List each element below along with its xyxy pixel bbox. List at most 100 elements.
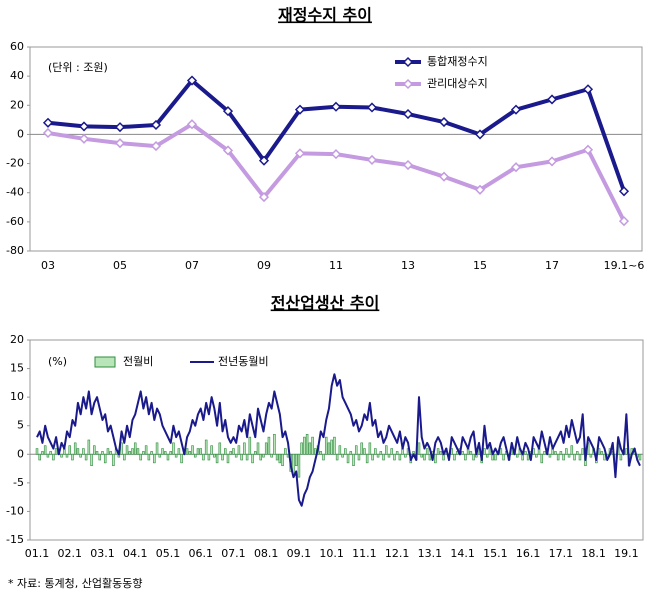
bar [93, 445, 96, 455]
bar [204, 439, 208, 455]
bar [363, 448, 366, 455]
bar [226, 453, 230, 464]
bar [185, 448, 189, 455]
point-marker [150, 141, 162, 152]
bar [79, 453, 82, 458]
unit-annotation: (단위 : 조원) [48, 61, 108, 74]
bar [133, 442, 137, 455]
x-tick-label: 03.1 [90, 547, 115, 560]
bar [603, 453, 606, 461]
bar [556, 453, 560, 461]
point-marker [438, 171, 450, 182]
series-line [47, 122, 626, 223]
bar [60, 453, 63, 458]
bar [526, 453, 530, 461]
bar [169, 451, 172, 455]
bar [535, 453, 538, 458]
bar [354, 445, 358, 455]
bar [284, 448, 287, 455]
bar [245, 453, 249, 461]
bar [103, 453, 107, 464]
legend-label: 전월비 [123, 355, 153, 368]
y-tick-label: -5 [13, 476, 24, 489]
bar [125, 445, 129, 455]
bar [52, 453, 55, 461]
legend-label: 전년동월비 [218, 355, 269, 368]
bar [469, 451, 473, 455]
x-tick-label: 07 [185, 259, 199, 272]
bar [619, 453, 623, 461]
bar [254, 451, 257, 455]
bar [398, 453, 402, 461]
bar [273, 433, 276, 455]
bar [314, 448, 317, 455]
bar [147, 453, 151, 461]
series-line [36, 373, 641, 507]
y-tick-label: 10 [10, 390, 24, 403]
bar [49, 451, 52, 455]
bar [390, 448, 393, 455]
bar [515, 453, 519, 458]
point-marker [618, 186, 630, 197]
bar [344, 448, 347, 455]
bar [215, 453, 219, 464]
x-tick-label: 19.1~6 [604, 259, 645, 272]
x-tick-label: 05 [113, 259, 127, 272]
bar [281, 453, 284, 467]
bar [128, 451, 132, 455]
y-tick-label: 5 [17, 419, 24, 432]
bar [562, 453, 565, 461]
bar [600, 451, 604, 455]
bar [158, 453, 162, 458]
legend-marker [402, 78, 414, 90]
point-marker [474, 129, 486, 140]
bar [174, 453, 178, 458]
bar [172, 442, 175, 455]
bar [570, 445, 574, 455]
bar [365, 453, 369, 464]
bar [333, 436, 336, 455]
point-marker [330, 101, 342, 112]
x-tick-label: 07.1 [221, 547, 246, 560]
x-tick-label: 02.1 [57, 547, 82, 560]
x-tick-label: 11 [329, 259, 343, 272]
bar [87, 439, 91, 455]
bar [436, 448, 440, 455]
x-tick-label: 01.1 [25, 547, 50, 560]
bar [428, 453, 432, 461]
bar [485, 453, 489, 458]
y-tick-label: 0 [17, 447, 24, 460]
y-tick-label: 40 [10, 69, 24, 82]
bar [379, 451, 383, 455]
bar [330, 439, 333, 455]
bar [229, 451, 232, 455]
bar [68, 445, 71, 455]
bar [98, 453, 102, 461]
bar [191, 445, 194, 455]
y-tick-label: -10 [6, 504, 24, 517]
bar [196, 448, 200, 455]
y-tick-label: -15 [6, 533, 24, 546]
bar [425, 448, 429, 455]
y-tick-label: 20 [10, 333, 24, 346]
point-marker [366, 154, 378, 165]
bar [384, 445, 388, 455]
point-marker [222, 106, 234, 117]
bar [453, 453, 456, 461]
bar [360, 442, 363, 455]
bar [270, 453, 273, 458]
bar [155, 442, 159, 455]
bar [232, 448, 235, 455]
point-marker [258, 192, 270, 203]
bar [139, 453, 142, 461]
bar [311, 436, 314, 455]
bar [357, 453, 361, 461]
bar [71, 453, 74, 461]
bar [224, 448, 227, 455]
bar [625, 448, 628, 455]
bar [120, 442, 123, 455]
x-tick-label: 16.1 [516, 547, 541, 560]
bar [161, 448, 164, 455]
plot-frame [29, 46, 643, 252]
bar [136, 448, 140, 455]
